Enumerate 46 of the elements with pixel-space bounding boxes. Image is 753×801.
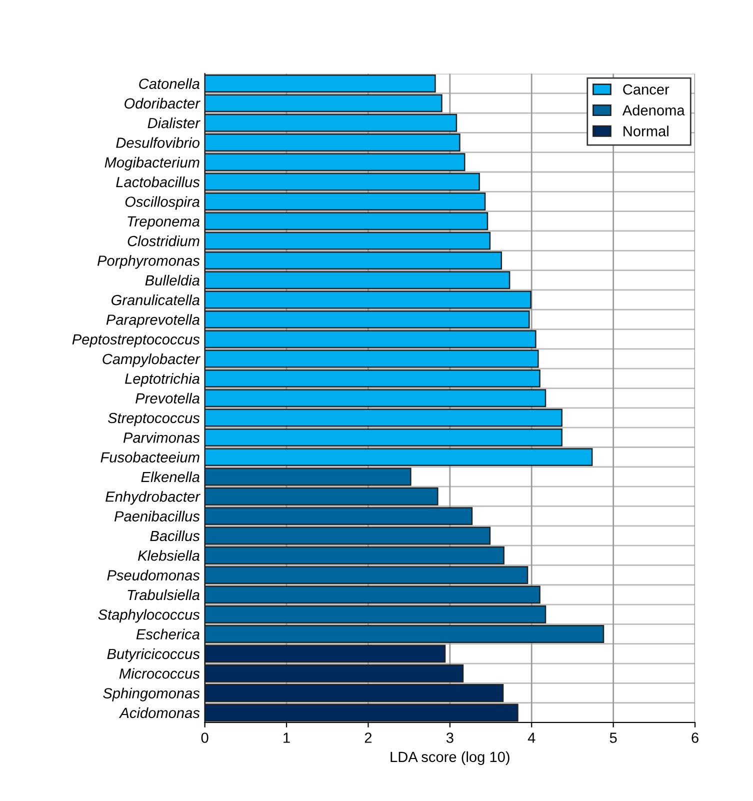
y-tick-label: Odoribacter [124,98,200,109]
y-tick-label: Fusobacteeium [100,452,200,463]
x-tick-label: 4 [528,732,536,743]
y-tick-label: Acidomonas [118,707,200,718]
y-tick-label: Enhydrobacter [106,491,200,505]
y-tick-label: Desulfovibrio [116,137,200,148]
y-tick-label: Prevotella [136,392,200,404]
y-tick-label: Parvimonas [123,432,200,443]
y-tick-label: Paenibacillus [114,510,200,522]
y-tick-label: Paraprevotella [106,314,200,328]
y-tick-label: Catonella [139,78,200,89]
y-tick-label: Campylobacter [102,353,200,368]
x-axis-title: LDA score (log 10) [390,751,510,765]
bar [204,468,412,486]
y-tick-label: Klebsiella [138,550,200,561]
bar [204,408,562,427]
y-tick-label: Elkenella [141,471,200,482]
y-tick-label: Mogibacterium [104,156,200,170]
y-tick-label: Butyricicoccus [107,648,200,662]
y-tick-label: Sphingomonas [103,688,200,702]
x-tick-label: 5 [610,732,617,743]
y-tick-label: Trabulsiella [128,589,200,600]
y-tick-label: Oscillospira [125,196,200,210]
y-tick-label: Leptotrichia [125,373,200,387]
y-tick-label: Dialister [148,118,200,128]
y-tick-label: Granulicatella [112,294,200,306]
x-tick-label: 3 [446,732,454,743]
y-tick-label: Staphylococcus [98,609,200,623]
x-tick-label: 2 [364,732,372,743]
x-tick-label: 0 [201,732,208,743]
y-tick-label: Clostridium [128,236,200,246]
legend-label: Adenoma [622,104,685,116]
y-tick-label: Treponema [128,216,200,230]
y-tick-label: Porphyromonas [97,255,200,269]
y-tick-label: Micrococcus [119,668,200,679]
y-tick-label: Bulleldia [145,274,200,286]
y-tick-label: Pseudomonas [107,570,200,580]
x-tick-label: 1 [284,732,290,743]
legend-label: Normal [624,126,668,136]
y-tick-label: Streptococcus [108,412,200,426]
y-tick-label: Escherica [136,628,200,640]
y-tick-label: Bacillus [150,530,200,542]
y-tick-label: Lactobacillus [116,176,200,188]
legend-label: Cancer [623,84,670,95]
x-tick-label: 6 [692,732,698,743]
y-tick-label: Peptostreptococcus [72,334,200,348]
